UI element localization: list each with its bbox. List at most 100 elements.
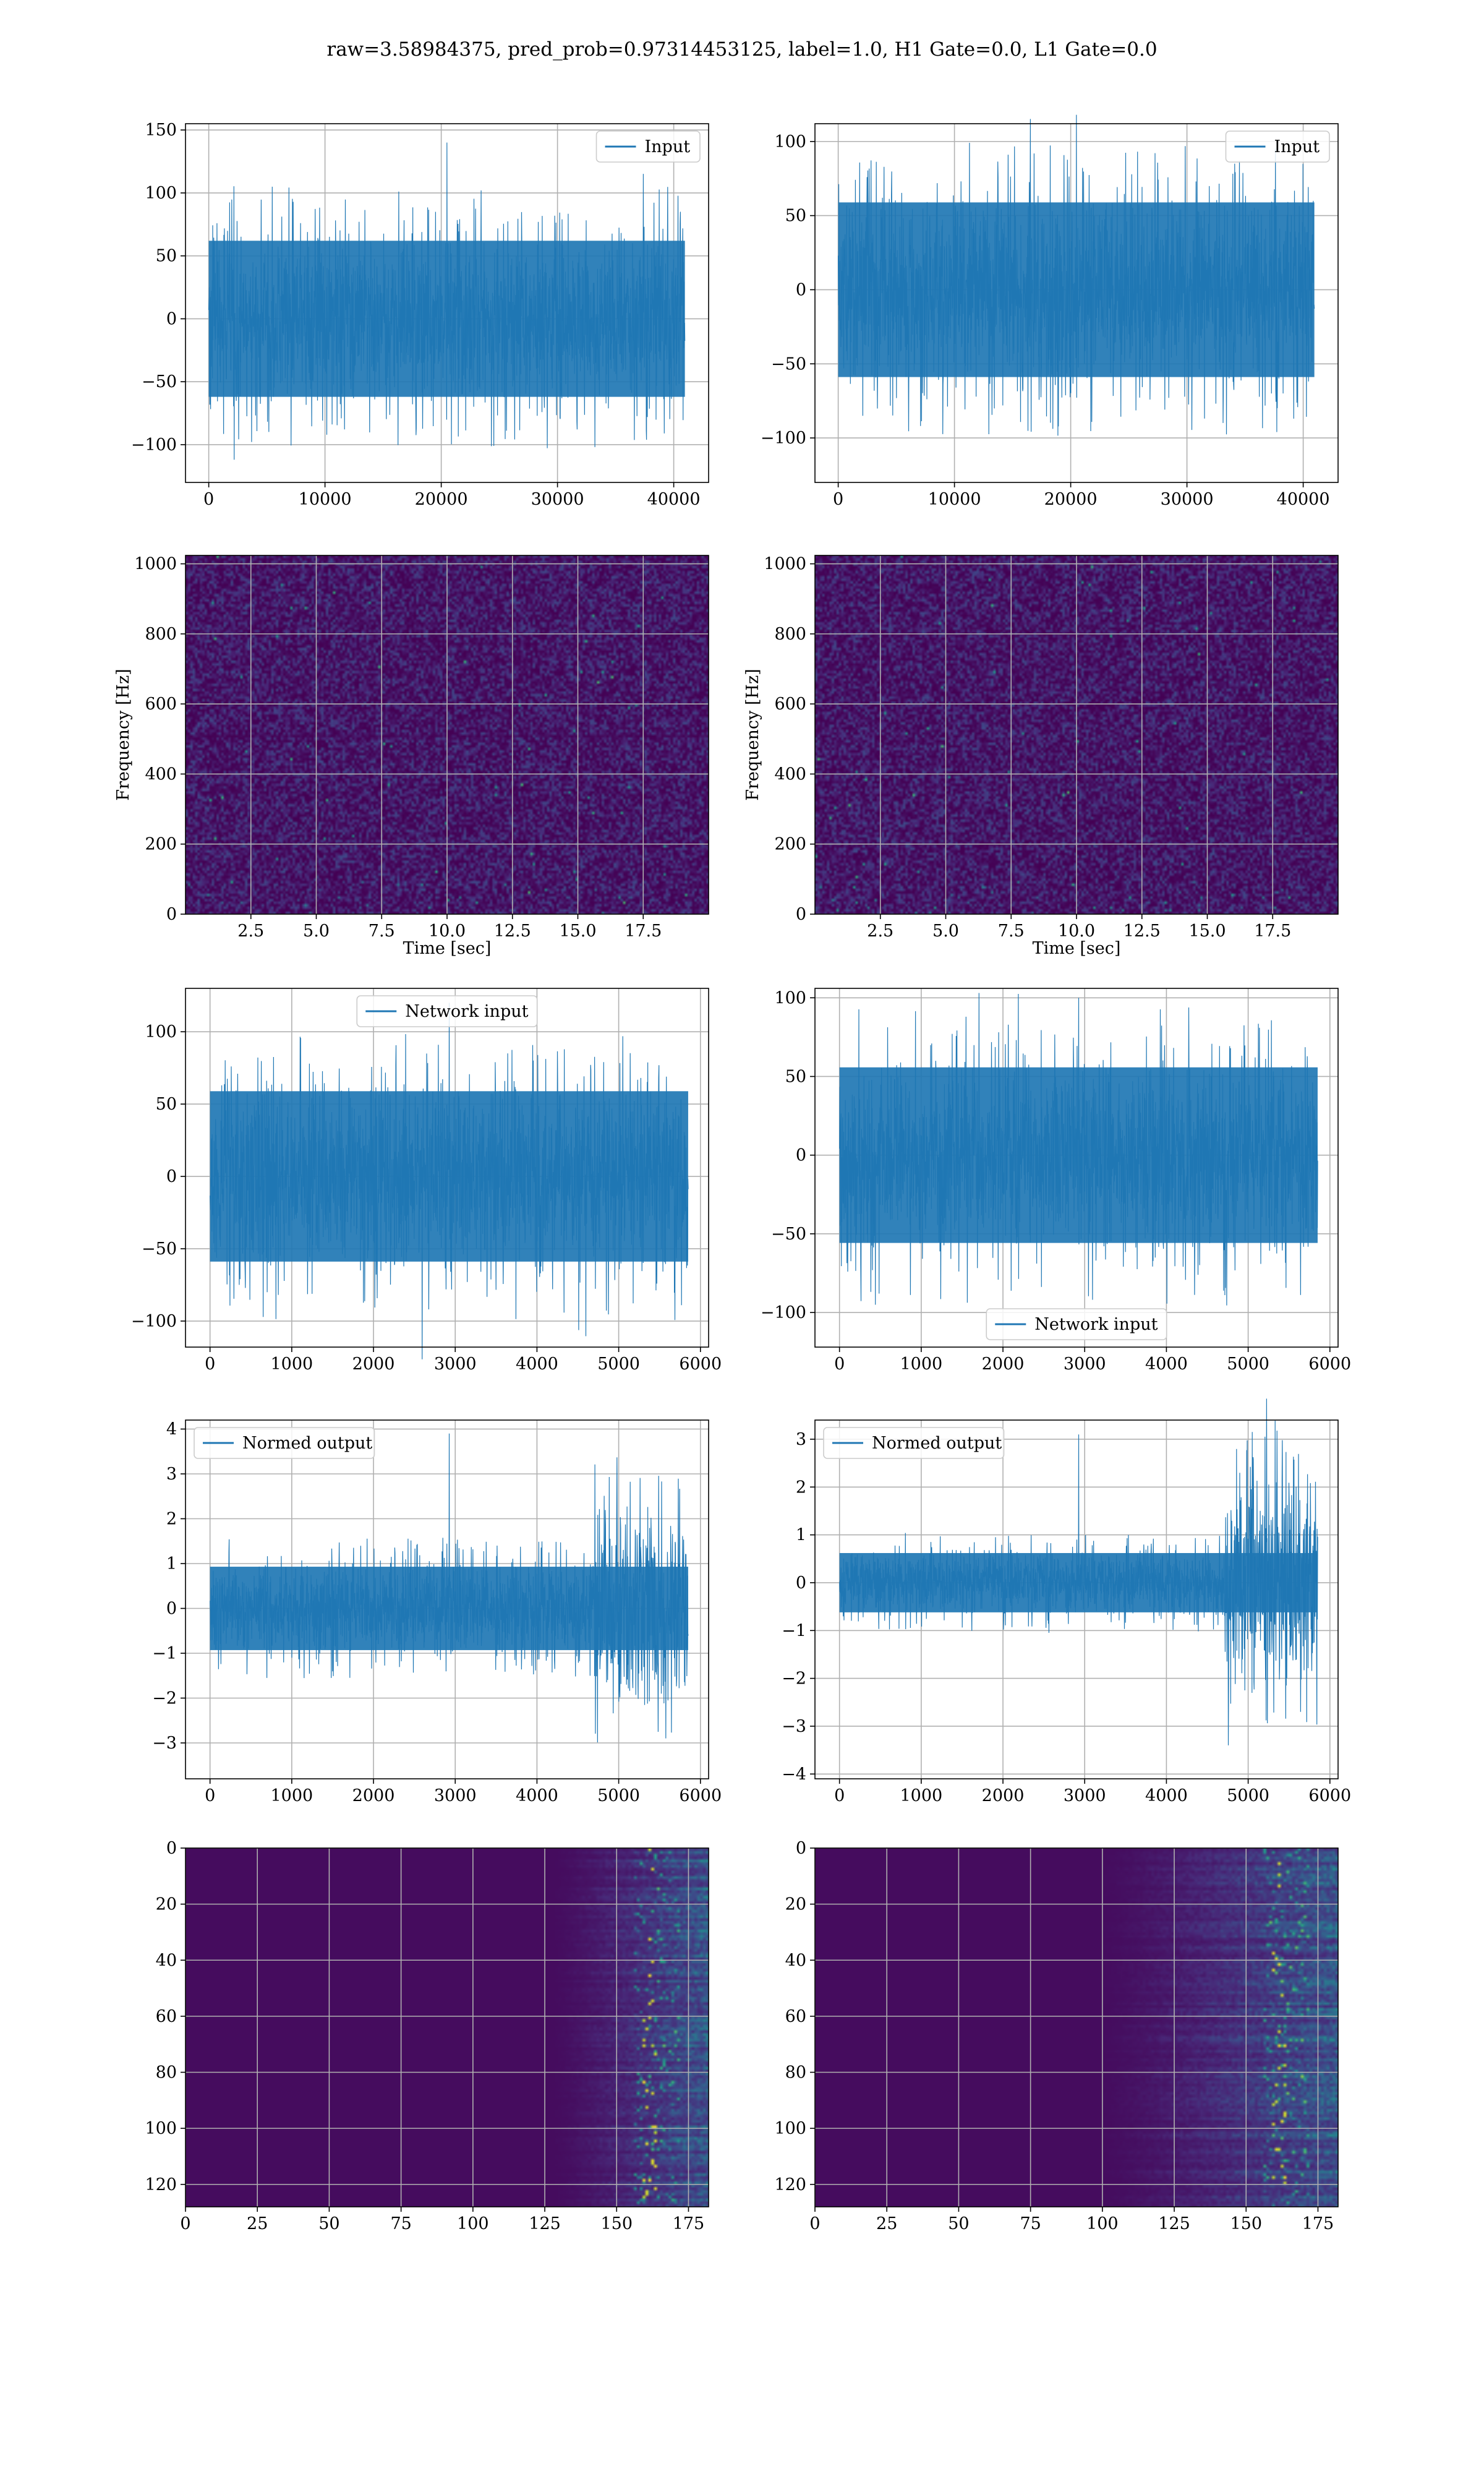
x-tick-label: 50 (948, 2214, 969, 2233)
x-tick-label: 12.5 (1124, 922, 1161, 941)
y-tick-label: 60 (785, 2007, 806, 2026)
chart-net-l1: 0 1000 2000 3000 4000 5000 6000 −100 −50 0 50 100 Ne… (761, 988, 1351, 1374)
legend-label: Normed output (872, 1434, 1002, 1453)
y-tick-label: 1 (166, 1554, 177, 1573)
legend-label: Network input (1034, 1315, 1158, 1334)
series-core (210, 1567, 688, 1650)
x-tick-label: 10.0 (1058, 922, 1095, 941)
series-core (208, 241, 685, 397)
legend: Normed output (823, 1427, 1005, 1459)
x-tick-label: 10000 (299, 490, 352, 509)
axes-frame (814, 123, 1339, 483)
y-tick-label: 1 (796, 1526, 806, 1545)
y-tick-label: 0 (166, 1599, 177, 1619)
y-tick-label: 100 (145, 1022, 177, 1042)
y-tick-label: 0 (166, 1839, 177, 1858)
x-axis-label: Time [sec] (1033, 939, 1121, 958)
x-tick-label: 150 (600, 2214, 633, 2233)
chart-out-l1: 0 1000 2000 3000 4000 5000 6000 −4 −3 −2 −1 0 1 2 3 Nor… (782, 1398, 1351, 1805)
x-tick-label: 10.0 (429, 922, 466, 941)
chart-spec-l1: 2.5 5.0 7.5 10.0 12.5 15.0 17.5 0 200 400 600 800 10… (743, 555, 1339, 958)
y-tick-label: 0 (166, 905, 177, 924)
y-tick-label: 120 (774, 2175, 806, 2194)
x-tick-label: 15.0 (559, 922, 596, 941)
x-tick-label: 15.0 (1188, 922, 1226, 941)
y-tick-label: 2 (796, 1478, 806, 1497)
y-tick-label: 80 (156, 2063, 177, 2082)
x-tick-label: 2000 (352, 1355, 395, 1374)
y-tick-label: 20 (156, 1895, 177, 1914)
y-tick-label: 50 (785, 1067, 806, 1086)
y-tick-label: 400 (774, 764, 806, 784)
y-tick-label: −100 (761, 1303, 806, 1322)
x-tick-label: 125 (1158, 2214, 1190, 2233)
y-tick-label: 100 (145, 2119, 177, 2138)
x-tick-label: 17.5 (625, 922, 662, 941)
x-tick-label: 50 (318, 2214, 339, 2233)
y-tick-label: 100 (774, 988, 806, 1008)
x-tick-label: 5.0 (303, 922, 330, 941)
x-tick-label: 7.5 (998, 922, 1025, 941)
x-tick-label: 7.5 (369, 922, 395, 941)
x-tick-label: 175 (673, 2214, 705, 2233)
y-tick-label: 100 (145, 184, 177, 203)
x-axis-label: Time [sec] (403, 939, 492, 958)
x-tick-label: 0 (203, 490, 214, 509)
x-tick-label: 3000 (1064, 1355, 1106, 1374)
x-tick-label: 3000 (1064, 1786, 1106, 1805)
figure-title: raw=3.58984375, pred_prob=0.97314453125,… (326, 38, 1158, 61)
x-tick-label: 6000 (679, 1786, 722, 1805)
x-tick-label: 150 (1230, 2214, 1262, 2233)
chart-net-h1: 0 1000 2000 3000 4000 5000 6000 −100 −50 0 50 100 Ne… (131, 988, 722, 1374)
x-tick-label: 75 (1020, 2214, 1041, 2233)
y-tick-label: 0 (796, 1573, 806, 1593)
y-tick-label: −100 (761, 429, 806, 448)
y-tick-label: 50 (156, 247, 177, 266)
legend: Input (595, 131, 701, 163)
x-tick-label: 6000 (679, 1355, 722, 1374)
x-tick-label: 0 (834, 1355, 845, 1374)
x-tick-label: 1000 (900, 1786, 942, 1805)
series-core (838, 202, 1315, 377)
x-tick-label: 0 (180, 2214, 190, 2233)
y-tick-label: 0 (166, 1167, 177, 1186)
legend: Normed output (194, 1427, 375, 1459)
y-tick-label: 50 (156, 1095, 177, 1114)
y-tick-label: 1000 (764, 555, 806, 574)
x-tick-label: 6000 (1308, 1786, 1351, 1805)
y-tick-label: −1 (782, 1621, 806, 1640)
y-tick-label: −1 (152, 1644, 177, 1663)
x-tick-label: 4000 (516, 1786, 558, 1805)
y-tick-label: 80 (785, 2063, 806, 2082)
x-tick-label: 125 (529, 2214, 561, 2233)
y-tick-label: −50 (142, 1239, 177, 1259)
x-tick-label: 12.5 (494, 922, 531, 941)
y-tick-label: 40 (156, 1951, 177, 1970)
legend-box (194, 1427, 375, 1459)
legend-box (595, 131, 701, 163)
chart-raw-l1: 0 10000 20000 30000 40000 −100 −50 0 50 100 Input (761, 114, 1339, 509)
x-tick-label: 5.0 (932, 922, 959, 941)
x-tick-label: 100 (1086, 2214, 1119, 2233)
y-tick-label: −4 (782, 1765, 806, 1784)
x-tick-label: 2000 (352, 1786, 395, 1805)
y-tick-label: 0 (796, 905, 806, 924)
y-tick-label: −2 (152, 1689, 177, 1708)
y-tick-label: 0 (166, 309, 177, 328)
y-tick-label: −2 (782, 1669, 806, 1689)
x-tick-label: 20000 (415, 490, 468, 509)
legend-box (823, 1427, 1005, 1459)
chart-feat-l1: 0 25 50 75 100 125 150 175 0 20 40 60 80 100 120 (774, 1839, 1339, 2233)
x-tick-label: 0 (205, 1786, 215, 1805)
y-tick-label: −50 (142, 372, 177, 392)
y-tick-label: 600 (145, 695, 177, 714)
series-core (839, 1067, 1318, 1243)
x-tick-label: 2.5 (237, 922, 264, 941)
axes-frame (185, 988, 709, 1348)
x-tick-label: 5000 (597, 1786, 640, 1805)
y-tick-label: −50 (771, 1225, 806, 1244)
x-tick-label: 0 (809, 2214, 820, 2233)
y-tick-label: −3 (782, 1717, 806, 1736)
series-core (210, 1091, 688, 1262)
y-tick-label: 50 (785, 207, 806, 226)
